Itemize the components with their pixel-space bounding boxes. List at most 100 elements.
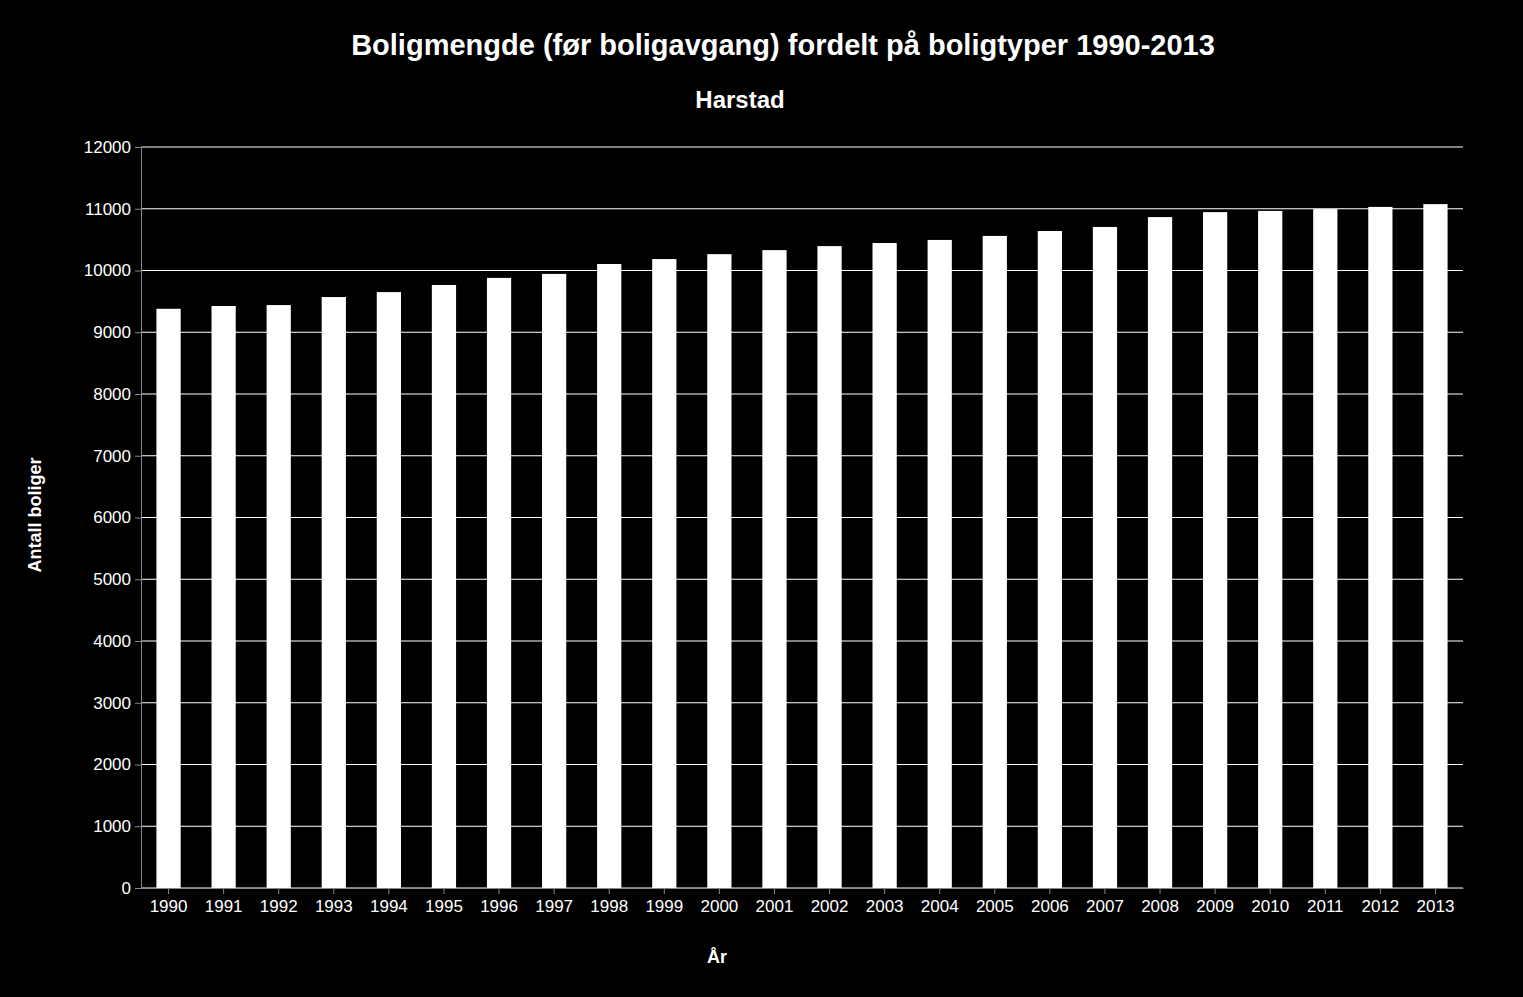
x-tick-mark xyxy=(443,888,444,894)
y-tick: 5000 xyxy=(93,570,141,589)
x-tick-mark xyxy=(1435,888,1436,894)
x-tick-label: 2003 xyxy=(866,897,904,916)
bar xyxy=(873,243,897,888)
y-tick: 0 xyxy=(122,879,141,898)
x-tick-mark xyxy=(499,888,500,894)
y-tick-mark xyxy=(135,579,141,580)
x-tick: 2003 xyxy=(866,888,904,916)
x-tick-mark xyxy=(1325,888,1326,894)
bar xyxy=(322,297,346,888)
x-tick-label: 1991 xyxy=(205,897,243,916)
x-tick-label: 2009 xyxy=(1196,897,1234,916)
plot: 0 1000 2000 3000 4000 5000 6000 7000 8000 9000 100… xyxy=(84,138,1464,916)
x-tick: 2006 xyxy=(1031,888,1069,916)
y-tick: 9000 xyxy=(93,323,141,342)
x-tick-mark xyxy=(1270,888,1271,894)
chart: 0 1000 2000 3000 4000 5000 6000 7000 8000 9000 100… xyxy=(0,0,1523,997)
x-tick-mark xyxy=(829,888,830,894)
y-tick-mark xyxy=(135,456,141,457)
bar xyxy=(1093,227,1117,888)
x-tick-mark xyxy=(774,888,775,894)
x-tick-mark xyxy=(884,888,885,894)
y-tick-mark xyxy=(135,209,141,210)
x-tick-mark xyxy=(1380,888,1381,894)
y-tick-label: 3000 xyxy=(93,694,131,713)
x-tick-mark xyxy=(939,888,940,894)
y-tick-mark xyxy=(135,765,141,766)
y-tick-label: 4000 xyxy=(93,632,131,651)
y-axis: 0 1000 2000 3000 4000 5000 6000 7000 8000 9000 100… xyxy=(84,138,142,898)
bar xyxy=(1148,217,1172,888)
bar xyxy=(707,254,731,888)
x-tick: 2005 xyxy=(976,888,1014,916)
y-tick: 11000 xyxy=(85,200,141,219)
y-tick-mark xyxy=(135,826,141,827)
y-tick-label: 12000 xyxy=(84,138,131,157)
bar xyxy=(1203,212,1227,888)
y-tick: 6000 xyxy=(93,508,141,527)
y-tick-label: 0 xyxy=(122,879,131,898)
x-tick-label: 1997 xyxy=(535,897,573,916)
grid-line xyxy=(141,208,1463,209)
grid-line xyxy=(141,147,1463,148)
x-tick: 1996 xyxy=(480,888,518,916)
x-tick: 2001 xyxy=(756,888,794,916)
x-tick-label: 2000 xyxy=(700,897,738,916)
x-axis-title: År xyxy=(707,947,727,967)
x-tick-label: 1999 xyxy=(645,897,683,916)
y-tick-mark xyxy=(135,518,141,519)
bar xyxy=(432,285,456,888)
x-tick-mark xyxy=(1049,888,1050,894)
bar xyxy=(1423,204,1447,888)
x-tick: 1990 xyxy=(150,888,188,916)
bar xyxy=(1258,211,1282,888)
bar xyxy=(983,236,1007,888)
bar xyxy=(156,309,180,888)
bar xyxy=(377,292,401,888)
x-tick: 1991 xyxy=(205,888,243,916)
y-axis-line xyxy=(135,148,142,889)
x-tick-mark xyxy=(1160,888,1161,894)
x-tick: 1995 xyxy=(425,888,463,916)
bar xyxy=(267,305,291,888)
x-axis: 1990199119921993199419951996199719981999… xyxy=(142,888,1464,916)
x-tick: 2012 xyxy=(1361,888,1399,916)
x-tick: 2008 xyxy=(1141,888,1179,916)
y-tick-label: 8000 xyxy=(93,385,131,404)
x-tick-label: 2013 xyxy=(1417,897,1455,916)
x-tick-label: 2008 xyxy=(1141,897,1179,916)
x-tick-label: 2004 xyxy=(921,897,959,916)
title: Boligmengde (før boligavgang) fordelt på… xyxy=(351,29,1215,61)
y-axis-title: Antall boliger xyxy=(25,457,45,572)
y-tick: 7000 xyxy=(93,447,141,466)
y-tick-label: 2000 xyxy=(93,755,131,774)
grid xyxy=(141,147,1463,888)
x-tick-mark xyxy=(609,888,610,894)
y-tick: 1000 xyxy=(93,817,141,836)
y-tick-mark xyxy=(135,271,141,272)
x-tick: 2004 xyxy=(921,888,959,916)
x-tick: 1992 xyxy=(260,888,298,916)
bar xyxy=(1038,231,1062,888)
y-tick: 10000 xyxy=(84,261,141,280)
x-tick-label: 2001 xyxy=(756,897,794,916)
x-tick-label: 1995 xyxy=(425,897,463,916)
y-tick-mark xyxy=(135,394,141,395)
x-tick: 2000 xyxy=(700,888,738,916)
bars xyxy=(156,204,1447,888)
x-tick-label: 2011 xyxy=(1307,897,1344,916)
x-tick-mark xyxy=(168,888,169,894)
bar xyxy=(542,274,566,888)
x-tick: 2013 xyxy=(1417,888,1455,916)
x-axis-line xyxy=(142,888,1464,889)
x-tick-mark xyxy=(554,888,555,894)
y-tick-mark xyxy=(135,332,141,333)
bar xyxy=(928,240,952,888)
x-tick: 2010 xyxy=(1251,888,1289,916)
x-tick-label: 2006 xyxy=(1031,897,1069,916)
background xyxy=(0,0,1523,997)
y-tick-label: 1000 xyxy=(93,817,131,836)
y-tick: 8000 xyxy=(93,385,141,404)
y-tick-mark xyxy=(135,888,141,889)
y-tick-label: 11000 xyxy=(85,200,131,219)
